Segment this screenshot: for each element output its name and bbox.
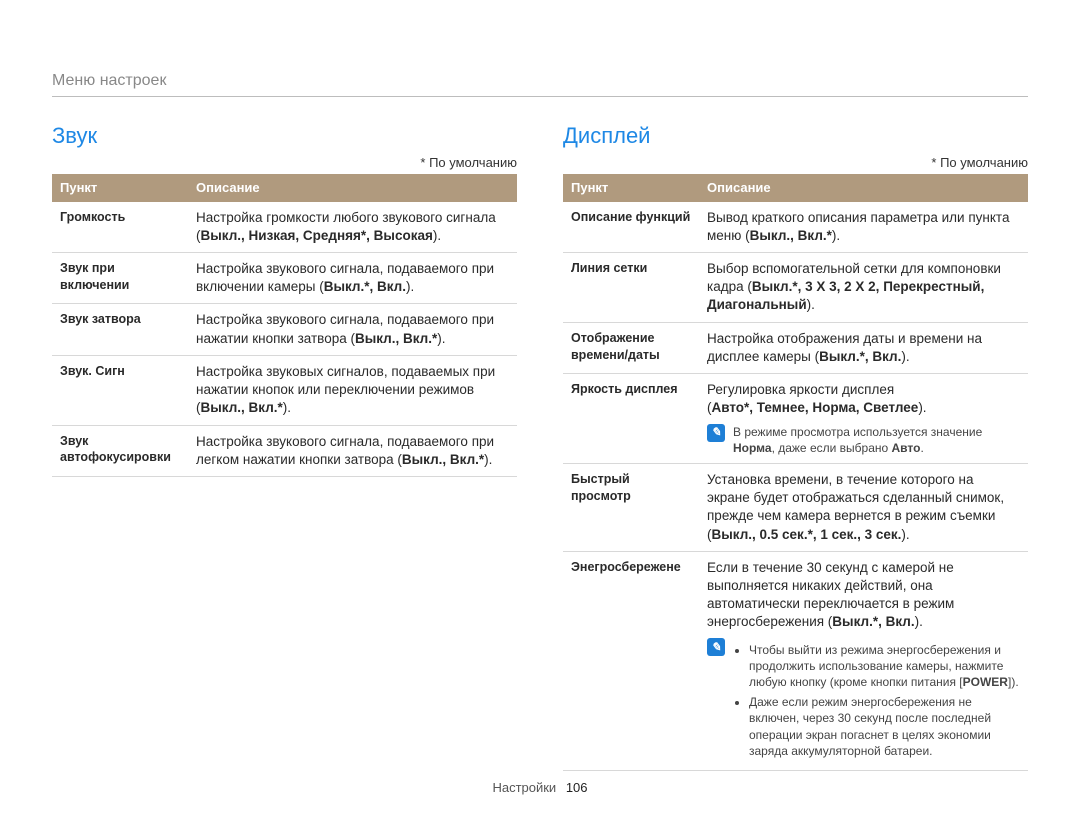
list-item: Чтобы выйти из режима энергосбережения и… <box>749 642 1020 691</box>
sound-section: Звук * По умолчанию Пункт Описание Громк… <box>52 123 517 771</box>
row-item: Громкость <box>52 202 188 253</box>
table-row: Громкость Настройка громкости любого зву… <box>52 202 517 253</box>
display-title: Дисплей <box>563 123 1028 149</box>
row-desc: Выбор вспомогательной сетки для компонов… <box>699 252 1028 322</box>
row-item: Описание функций <box>563 202 699 253</box>
row-desc: Настройка звукового сигнала, подаваемого… <box>188 304 517 355</box>
row-item: Звук автофокусировки <box>52 425 188 476</box>
row-desc: Настройка отображения даты и времени на … <box>699 322 1028 373</box>
default-note-right: * По умолчанию <box>563 155 1028 170</box>
col-header-item: Пункт <box>52 174 188 202</box>
sound-title: Звук <box>52 123 517 149</box>
row-desc: Настройка звукового сигнала, подаваемого… <box>188 252 517 303</box>
row-item: Звук. Сигн <box>52 355 188 425</box>
table-row: Отображение времени/даты Настройка отобр… <box>563 322 1028 373</box>
table-row: Яркость дисплея Регулировка яркости дисп… <box>563 374 1028 464</box>
default-note-left: * По умолчанию <box>52 155 517 170</box>
table-row: Линия сетки Выбор вспомогательной сетки … <box>563 252 1028 322</box>
table-row: Звук. Сигн Настройка звуковых сигналов, … <box>52 355 517 425</box>
breadcrumb: Меню настроек <box>52 72 1028 97</box>
row-desc: Настройка звуковых сигналов, подаваемых … <box>188 355 517 425</box>
info-icon: ✎ <box>707 424 725 442</box>
table-row: Звук затвора Настройка звукового сигнала… <box>52 304 517 355</box>
table-row: Звук автофокусировки Настройка звукового… <box>52 425 517 476</box>
row-item: Яркость дисплея <box>563 374 699 464</box>
row-item: Звук при включении <box>52 252 188 303</box>
note-bullets: Чтобы выйти из режима энергосбережения и… <box>733 642 1020 759</box>
row-desc: Настройка звукового сигнала, подаваемого… <box>188 425 517 476</box>
row-item: Отображение времени/даты <box>563 322 699 373</box>
info-icon: ✎ <box>707 638 725 656</box>
display-section: Дисплей * По умолчанию Пункт Описание Оп… <box>563 123 1028 771</box>
info-note: ✎ В режиме просмотра используется значен… <box>707 424 1020 456</box>
page-footer: Настройки 106 <box>0 780 1080 795</box>
row-desc: Настройка громкости любого звукового сиг… <box>188 202 517 253</box>
list-item: Даже если режим энергосбережения не вклю… <box>749 694 1020 759</box>
content-columns: Звук * По умолчанию Пункт Описание Громк… <box>52 123 1028 771</box>
table-row: Описание функций Вывод краткого описания… <box>563 202 1028 253</box>
row-item: Быстрый просмотр <box>563 463 699 551</box>
row-desc: Если в течение 30 секунд с камерой не вы… <box>699 551 1028 770</box>
sound-table: Пункт Описание Громкость Настройка громк… <box>52 174 517 477</box>
col-header-desc: Описание <box>188 174 517 202</box>
row-desc: Вывод краткого описания параметра или пу… <box>699 202 1028 253</box>
table-row: Звук при включении Настройка звукового с… <box>52 252 517 303</box>
table-row: Быстрый просмотр Установка времени, в те… <box>563 463 1028 551</box>
row-item: Звук затвора <box>52 304 188 355</box>
page-number: 106 <box>566 780 588 795</box>
footer-section: Настройки <box>492 780 556 795</box>
row-item: Линия сетки <box>563 252 699 322</box>
info-note: ✎ Чтобы выйти из режима энергосбережения… <box>707 638 1020 763</box>
col-header-desc: Описание <box>699 174 1028 202</box>
table-row: Энегросбережене Если в течение 30 секунд… <box>563 551 1028 770</box>
display-table: Пункт Описание Описание функций Вывод кр… <box>563 174 1028 771</box>
row-desc: Регулировка яркости дисплея (Авто*, Темн… <box>699 374 1028 464</box>
col-header-item: Пункт <box>563 174 699 202</box>
row-desc: Установка времени, в течение которого на… <box>699 463 1028 551</box>
row-item: Энегросбережене <box>563 551 699 770</box>
